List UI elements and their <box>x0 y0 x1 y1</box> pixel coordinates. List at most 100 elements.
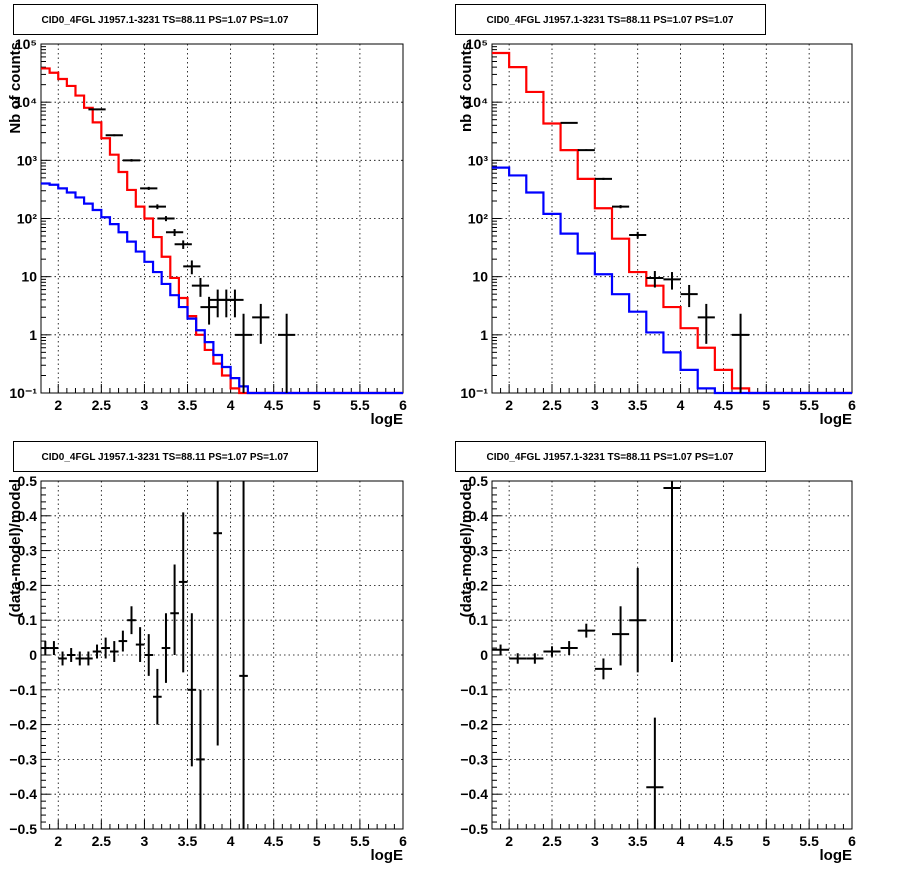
data-point <box>278 313 296 393</box>
data-point <box>239 481 248 829</box>
x-tick-label: 4 <box>227 833 235 849</box>
y-tick-label: 10 <box>472 269 488 285</box>
chart-title: CID0_4FGL J1957.1-3231 TS=88.11 PS=1.07 … <box>487 15 734 26</box>
data-point <box>509 653 527 664</box>
y-tick-label: 0.5 <box>469 473 489 489</box>
data-point <box>58 651 67 666</box>
x-tick-label: 5 <box>762 833 770 849</box>
data-point <box>560 641 578 655</box>
chart-panel-1: CID0_4FGL J1957.1-3231 TS=88.11 PS=1.07 … <box>7 4 407 428</box>
data-point <box>161 613 171 683</box>
data-point <box>75 651 85 666</box>
data-point <box>629 231 647 239</box>
x-axis-title: logE <box>371 847 404 864</box>
x-tick-label: 5.5 <box>350 397 370 413</box>
data-point <box>594 177 612 180</box>
data-point <box>646 717 664 829</box>
chart-title-box <box>13 441 318 472</box>
data-point <box>191 277 210 297</box>
chart-title-box <box>455 4 766 35</box>
x-tick-label: 3 <box>591 833 599 849</box>
model-step-line-2 <box>41 182 403 395</box>
data-point <box>109 641 119 662</box>
y-tick-label: 0.4 <box>18 508 38 524</box>
y-tick-label: 10⁻¹ <box>9 385 37 401</box>
y-tick-label: 10² <box>17 211 38 227</box>
x-tick-label: 3.5 <box>178 397 198 413</box>
data-point <box>560 121 578 124</box>
data-point <box>196 689 205 829</box>
data-point <box>543 646 561 657</box>
y-tick-label: −0.3 <box>460 751 488 767</box>
data-point <box>148 204 166 210</box>
data-point <box>88 108 106 111</box>
data-point <box>165 228 184 237</box>
y-tick-label: 10⁵ <box>466 36 488 52</box>
data-point <box>732 313 750 393</box>
y-tick-label: 10⁴ <box>466 94 489 110</box>
y-tick-label: −0.1 <box>9 682 37 698</box>
x-tick-label: 2.5 <box>92 833 112 849</box>
x-axis-title: logE <box>371 411 404 428</box>
x-tick-label: 3.5 <box>178 833 198 849</box>
data-point <box>252 303 270 344</box>
y-axis-title: Nb of counts <box>7 42 24 134</box>
data-point <box>105 134 123 137</box>
data-point <box>178 512 188 673</box>
x-tick-label: 6 <box>399 397 407 413</box>
y-tick-label: 10³ <box>17 152 38 168</box>
data-point <box>41 641 50 655</box>
data-point <box>209 289 227 318</box>
y-axis-title: nb of counts <box>458 42 475 132</box>
data-point <box>122 159 141 162</box>
x-tick-label: 4.5 <box>714 397 734 413</box>
model-step-line-1 <box>492 51 852 395</box>
data-point <box>492 644 510 655</box>
y-tick-label: 10⁴ <box>15 94 38 110</box>
data-point <box>612 606 630 666</box>
data-point <box>612 205 630 209</box>
y-tick-label: −0.2 <box>460 717 488 733</box>
y-tick-label: 0 <box>480 647 488 663</box>
chart-panel-3: CID0_4FGL J1957.1-3231 TS=88.11 PS=1.07 … <box>7 441 407 864</box>
chart-title: CID0_4FGL J1957.1-3231 TS=88.11 PS=1.07 … <box>42 15 289 26</box>
y-tick-label: 10⁵ <box>15 36 37 52</box>
x-tick-label: 2 <box>54 833 62 849</box>
y-tick-label: −0.3 <box>9 751 37 767</box>
y-tick-label: 0.3 <box>18 543 38 559</box>
y-tick-label: −0.4 <box>460 786 488 802</box>
y-tick-label: 10² <box>468 211 489 227</box>
x-tick-label: 5 <box>313 833 321 849</box>
x-tick-label: 3 <box>141 833 149 849</box>
y-tick-label: 1 <box>480 327 488 343</box>
chart-title: CID0_4FGL J1957.1-3231 TS=88.11 PS=1.07 … <box>42 452 289 463</box>
y-tick-label: 10 <box>21 269 37 285</box>
data-point <box>92 644 102 659</box>
y-tick-label: −0.4 <box>9 786 37 802</box>
data-point <box>127 606 136 635</box>
data-point <box>200 296 218 325</box>
y-axis-title: (data-model)/model <box>7 479 24 617</box>
x-tick-label: 5 <box>313 397 321 413</box>
data-point <box>577 623 595 638</box>
x-tick-label: 5.5 <box>799 833 819 849</box>
x-tick-label: 3 <box>141 397 149 413</box>
data-point <box>234 313 253 393</box>
x-tick-label: 4.5 <box>264 397 284 413</box>
data-point <box>577 149 595 152</box>
y-tick-label: 1 <box>29 327 37 343</box>
data-point <box>49 641 59 655</box>
y-tick-label: 0.3 <box>469 543 489 559</box>
data-point <box>629 568 647 673</box>
y-tick-label: 0.2 <box>469 577 489 593</box>
x-tick-label: 3.5 <box>628 397 648 413</box>
data-point <box>697 303 715 344</box>
data-point <box>174 240 192 249</box>
chart-panel-4: CID0_4FGL J1957.1-3231 TS=88.11 PS=1.07 … <box>455 441 856 864</box>
x-tick-label: 6 <box>848 833 856 849</box>
data-point <box>594 658 612 680</box>
data-point <box>646 271 664 288</box>
data-point <box>663 272 681 290</box>
